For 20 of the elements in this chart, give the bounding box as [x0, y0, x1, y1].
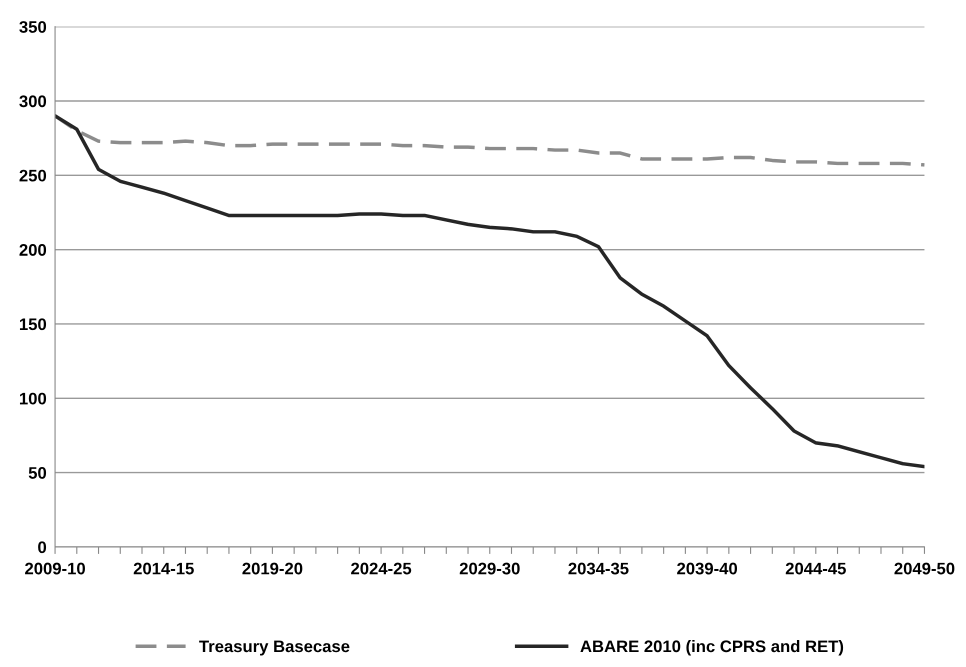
legend-label: ABARE 2010 (inc CPRS and RET) — [580, 640, 844, 656]
x-tick-label: 2049-50 — [894, 562, 954, 574]
y-tick-label: 350 — [19, 21, 46, 33]
x-tick-label: 2009-10 — [25, 562, 85, 574]
y-tick-label: 150 — [20, 318, 46, 330]
y-tick-label: 100 — [20, 392, 46, 404]
x-tick-label: 2014-15 — [134, 562, 194, 574]
x-tick-label: 2024-25 — [351, 562, 412, 574]
y-tick-label: 250 — [20, 170, 46, 182]
x-tick-label: 2044-45 — [786, 562, 846, 574]
y-tick-label: 200 — [20, 244, 46, 256]
x-tick-label: 2019-20 — [242, 562, 302, 574]
x-tick-label: 2039-40 — [677, 562, 738, 574]
line-series — [55, 114, 924, 468]
y-tick-label: 0 — [38, 541, 46, 554]
y-tick-label: 50 — [28, 467, 46, 479]
x-tick-label: 2034-35 — [568, 562, 629, 574]
y-tick-label: 300 — [19, 95, 46, 108]
x-tick-label: 2029-30 — [460, 562, 520, 574]
legend-label: Treasury Basecase — [199, 640, 350, 656]
